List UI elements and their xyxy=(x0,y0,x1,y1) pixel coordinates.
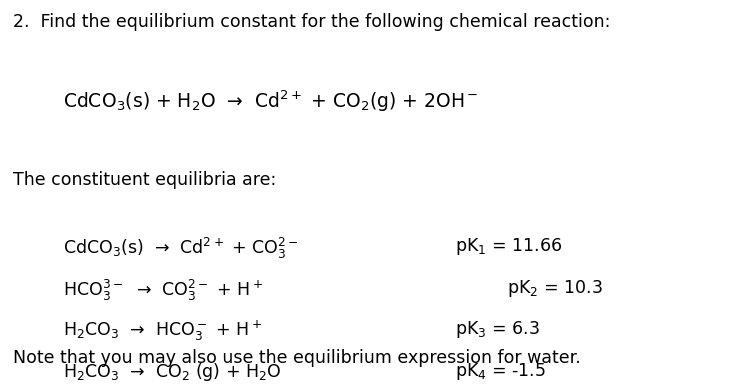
Text: H$_2$CO$_3$  →  CO$_2$ (g) + H$_2$O: H$_2$CO$_3$ → CO$_2$ (g) + H$_2$O xyxy=(63,361,281,382)
Text: H$_2$CO$_3$  →  HCO$_3^-$ + H$^+$: H$_2$CO$_3$ → HCO$_3^-$ + H$^+$ xyxy=(63,319,262,343)
Text: pK$_1$ = 11.66: pK$_1$ = 11.66 xyxy=(455,236,562,257)
Text: pK$_3$ = 6.3: pK$_3$ = 6.3 xyxy=(455,319,539,340)
Text: 2.  Find the equilibrium constant for the following chemical reaction:: 2. Find the equilibrium constant for the… xyxy=(13,13,610,31)
Text: Note that you may also use the equilibrium expression for water.: Note that you may also use the equilibri… xyxy=(13,349,581,367)
Text: pK$_2$ = 10.3: pK$_2$ = 10.3 xyxy=(507,278,602,299)
Text: HCO$_3^{3-}$  →  CO$_3^{2-}$ + H$^+$: HCO$_3^{3-}$ → CO$_3^{2-}$ + H$^+$ xyxy=(63,278,263,303)
Text: CdCO$_3$(s)  →  Cd$^{2+}$ + CO$_3^{2-}$: CdCO$_3$(s) → Cd$^{2+}$ + CO$_3^{2-}$ xyxy=(63,236,299,261)
Text: CdCO$_3$(s) + H$_2$O  →  Cd$^{2+}$ + CO$_2$(g) + 2OH$^-$: CdCO$_3$(s) + H$_2$O → Cd$^{2+}$ + CO$_2… xyxy=(63,88,479,114)
Text: pK$_4$ = -1.5: pK$_4$ = -1.5 xyxy=(455,361,546,382)
Text: The constituent equilibria are:: The constituent equilibria are: xyxy=(13,171,277,189)
